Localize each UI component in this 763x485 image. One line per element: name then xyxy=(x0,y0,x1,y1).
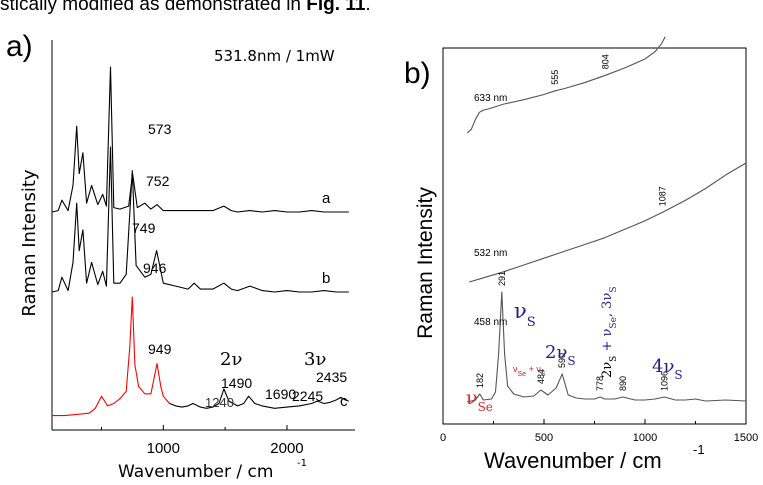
panel-a-peak-label-946: 946 xyxy=(143,260,167,276)
panel-a-series-c-line xyxy=(169,388,349,409)
panel-a-series-b-label: b xyxy=(322,270,330,287)
panel-a-series-c-line xyxy=(52,296,170,417)
panel-b-mode-combo-nuse-nus: νSe + νS xyxy=(513,364,546,378)
label-main: + ν xyxy=(600,328,615,355)
panel-b-x-tick-label: 0 xyxy=(440,432,446,444)
panel-a-label: a) xyxy=(6,30,33,63)
figure-caption-fragment: stically modified as demonstrated in Fig… xyxy=(0,0,763,15)
panel-b-mode-nu-se: νSe xyxy=(466,387,493,414)
label-main: ν xyxy=(513,364,518,374)
panel-b-x-axis-title-superscript: -1 xyxy=(693,442,705,457)
label-sub: Se xyxy=(609,317,619,329)
panel-b-series-line xyxy=(469,162,747,283)
panel-a-peak-label-1490: 1490 xyxy=(221,375,252,391)
panel-a-peak-label-2245: 2245 xyxy=(292,388,323,404)
label-sub: S xyxy=(674,368,682,382)
panel-b-series-line xyxy=(467,291,747,403)
panel-a-series-c-label: c xyxy=(340,393,348,410)
label-main: + ν xyxy=(526,364,541,374)
panel-b-peak-label-804: 804 xyxy=(600,54,610,69)
panel-a-series-b-line xyxy=(51,146,349,293)
panel-a-overtone-2v: 2ν xyxy=(220,349,242,370)
panel-a-series-a-label: a xyxy=(322,190,331,207)
label-sub: Se xyxy=(478,400,493,414)
panel-b-x-tick-label: 1000 xyxy=(633,432,657,444)
panel-b-x-tick-label: 500 xyxy=(535,432,553,444)
panel-a-series-a-line xyxy=(51,66,349,213)
panel-a-x-axis-title-superscript: -1 xyxy=(297,458,307,469)
label-main: , 3ν xyxy=(600,293,615,318)
label-sub: S xyxy=(609,356,619,362)
label-sub: Se xyxy=(518,371,527,378)
panel-b-peak-label-484: 484 xyxy=(536,369,546,384)
panel-a-peak-label-1690: 1690 xyxy=(265,386,296,402)
panel-b-series-line xyxy=(466,36,666,134)
panel-a-peak-label-949: 949 xyxy=(148,341,172,357)
panel-b-peak-label-590: 590 xyxy=(557,353,567,368)
panel-a-y-axis-title: Raman Intensity xyxy=(19,169,40,317)
panel-a-peak-label-1240: 1240 xyxy=(205,395,234,410)
panel-a-x-tick-label: 1000 xyxy=(147,440,180,457)
panel-b-mode-combo-2nus-nuse-3nus: 2νS + νSe, 3νS xyxy=(600,286,619,378)
panel-b-label: b) xyxy=(404,57,431,90)
panel-b-peak-label-778: 778 xyxy=(595,376,605,391)
caption-end: . xyxy=(365,0,371,15)
panel-a-peak-label-749: 749 xyxy=(132,220,156,236)
panel-a-peak-label-2435: 2435 xyxy=(316,369,347,385)
panel-b-peak-label-182: 182 xyxy=(475,373,485,388)
caption-text: stically modified as demonstrated in xyxy=(0,0,307,15)
panel-a-annotation: 531.8nm / 1mW xyxy=(214,47,335,65)
label-sub: S xyxy=(567,354,575,368)
label-main: 2ν xyxy=(545,342,567,363)
caption-figure-reference: Fig. 11 xyxy=(306,0,366,15)
panel-b-series-label-458: 458 nm xyxy=(474,317,507,328)
panel-b-peak-label-555: 555 xyxy=(550,70,560,85)
panel-a-overtone-3v: 3ν xyxy=(304,349,326,370)
label-sub: S xyxy=(541,371,546,378)
panel-b-series-label-633: 633 nm xyxy=(474,93,507,104)
panel-a-x-axis-title: Wavenumber / cm xyxy=(118,462,273,482)
panel-b-peak-label-1096: 1096 xyxy=(659,371,669,391)
label-main: ν xyxy=(466,387,478,409)
panel-b-mode-4nu-s: 4νS xyxy=(652,356,683,382)
panel-b-peak-label-1087: 1087 xyxy=(658,186,668,206)
panel-b-peak-label-890: 890 xyxy=(618,376,628,391)
panel-b-series-label-532: 532 nm xyxy=(474,248,507,259)
panel-b-peak-label-291: 291 xyxy=(497,271,507,286)
label-main: 4ν xyxy=(652,356,674,377)
panel-b-plot-frame xyxy=(442,47,747,425)
label-sub: S xyxy=(527,315,536,330)
label-main: ν xyxy=(514,299,527,323)
panel-b-y-axis-title: Raman Intensity xyxy=(414,187,437,339)
panel-b-x-axis-title: Wavenumber / cm xyxy=(484,448,662,473)
panel-b-mode-nu-s: νS xyxy=(514,299,536,330)
label-sub: S xyxy=(609,286,619,292)
panel-a-peak-label-752: 752 xyxy=(146,173,170,189)
panel-a-peak-label-573: 573 xyxy=(148,121,172,137)
panel-b-mode-2nu-s: 2νS xyxy=(545,342,576,368)
panel-b-x-tick-label: 1500 xyxy=(734,432,758,444)
panel-a-x-tick-label: 2000 xyxy=(270,440,303,457)
label-main: 2ν xyxy=(600,362,615,378)
